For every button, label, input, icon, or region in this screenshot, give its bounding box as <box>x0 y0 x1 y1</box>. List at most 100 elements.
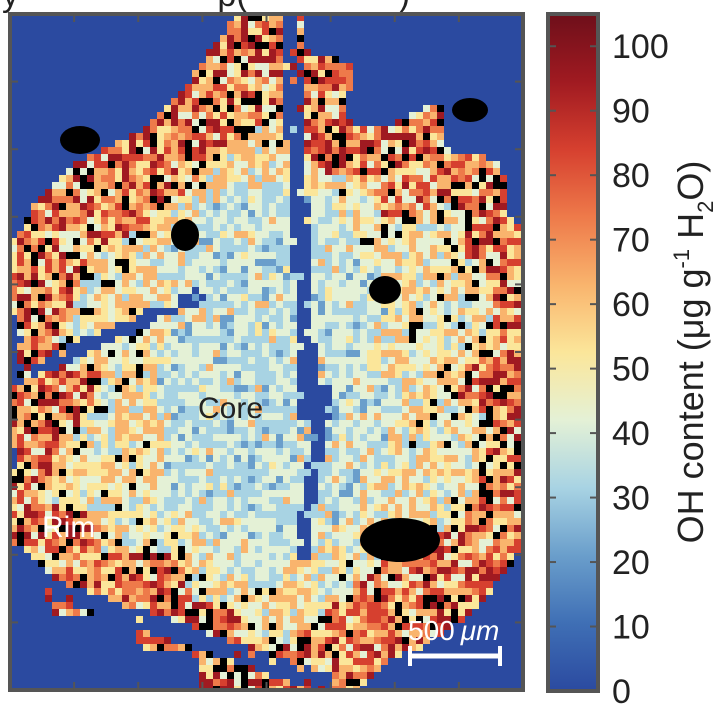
heatmap-cell <box>451 504 458 511</box>
heatmap-cell <box>157 581 164 588</box>
heatmap-cell <box>276 560 283 567</box>
heatmap-cell <box>451 168 458 175</box>
heatmap-cell <box>346 532 353 539</box>
heatmap-cell <box>360 574 367 581</box>
heatmap-cell <box>409 266 416 273</box>
heatmap-cell <box>416 140 423 147</box>
heatmap-cell <box>157 553 164 560</box>
heatmap-cell <box>66 525 73 532</box>
heatmap-cell <box>73 287 80 294</box>
heatmap-cell <box>360 609 367 616</box>
heatmap-cell <box>234 266 241 273</box>
heatmap-cell <box>339 511 346 518</box>
heatmap-cell <box>423 469 430 476</box>
heatmap-cell <box>269 301 276 308</box>
heatmap-cell <box>143 245 150 252</box>
heatmap-cell <box>10 413 17 420</box>
heatmap-cell <box>80 462 87 469</box>
heatmap-cell <box>430 259 437 266</box>
heatmap-cell <box>87 609 94 616</box>
heatmap-cell <box>45 385 52 392</box>
heatmap-cell <box>213 574 220 581</box>
heatmap-cell <box>360 189 367 196</box>
heatmap-cell <box>360 147 367 154</box>
heatmap-cell <box>402 511 409 518</box>
heatmap-cell <box>388 126 395 133</box>
heatmap-cell <box>129 469 136 476</box>
heatmap-cell <box>458 539 465 546</box>
heatmap-cell <box>409 483 416 490</box>
heatmap-cell <box>101 490 108 497</box>
heatmap-cell <box>24 532 31 539</box>
heatmap-cell <box>332 441 339 448</box>
heatmap-cell <box>122 413 129 420</box>
heatmap-cell <box>472 567 479 574</box>
heatmap-cell <box>304 63 311 70</box>
heatmap-cell <box>122 196 129 203</box>
heatmap-cell <box>262 427 269 434</box>
heatmap-cell <box>283 154 290 161</box>
heatmap-cell <box>213 294 220 301</box>
heatmap-cell <box>178 525 185 532</box>
heatmap-cell <box>318 231 325 238</box>
heatmap-cell <box>136 560 143 567</box>
heatmap-cell <box>360 553 367 560</box>
heatmap-cell <box>451 420 458 427</box>
heatmap-cell <box>395 168 402 175</box>
heatmap-cell <box>227 168 234 175</box>
heatmap-cell <box>164 203 171 210</box>
heatmap-cell <box>430 616 437 623</box>
heatmap-cell <box>262 112 269 119</box>
heatmap-cell <box>353 476 360 483</box>
heatmap-cell <box>332 504 339 511</box>
heatmap-cell <box>353 427 360 434</box>
heatmap-cell <box>325 602 332 609</box>
heatmap-cell <box>213 553 220 560</box>
heatmap-cell <box>45 413 52 420</box>
heatmap-cell <box>220 399 227 406</box>
heatmap-cell <box>451 210 458 217</box>
heatmap-cell <box>346 203 353 210</box>
heatmap-cell <box>227 21 234 28</box>
heatmap-cell <box>164 469 171 476</box>
heatmap-cell <box>290 350 297 357</box>
heatmap-cell <box>115 532 122 539</box>
heatmap-cell <box>157 378 164 385</box>
heatmap-cell <box>374 518 381 525</box>
heatmap-cell <box>360 483 367 490</box>
heatmap-cell <box>451 238 458 245</box>
heatmap-cell <box>318 350 325 357</box>
heatmap-cell <box>325 371 332 378</box>
heatmap-cell <box>276 294 283 301</box>
heatmap-cell <box>136 483 143 490</box>
heatmap-cell <box>185 112 192 119</box>
heatmap-cell <box>31 287 38 294</box>
heatmap-cell <box>430 294 437 301</box>
heatmap-cell <box>416 189 423 196</box>
heatmap-cell <box>206 609 213 616</box>
heatmap-cell <box>388 504 395 511</box>
heatmap-cell <box>45 497 52 504</box>
heatmap-cell <box>346 525 353 532</box>
heatmap-cell <box>255 336 262 343</box>
heatmap-cell <box>332 133 339 140</box>
heatmap-cell <box>59 294 66 301</box>
heatmap-cell <box>24 413 31 420</box>
heatmap-cell <box>115 217 122 224</box>
heatmap-cell <box>66 581 73 588</box>
heatmap-cell <box>220 350 227 357</box>
heatmap-cell <box>500 497 507 504</box>
heatmap-cell <box>234 203 241 210</box>
heatmap-cell <box>514 350 521 357</box>
heatmap-cell <box>458 406 465 413</box>
heatmap-cell <box>66 238 73 245</box>
heatmap-cell <box>318 490 325 497</box>
heatmap-cell <box>234 581 241 588</box>
heatmap-cell <box>283 455 290 462</box>
heatmap-cell <box>416 161 423 168</box>
heatmap-cell <box>311 259 318 266</box>
heatmap-cell <box>444 574 451 581</box>
heatmap-cell <box>87 560 94 567</box>
heatmap-cell <box>451 581 458 588</box>
heatmap-cell <box>10 399 17 406</box>
